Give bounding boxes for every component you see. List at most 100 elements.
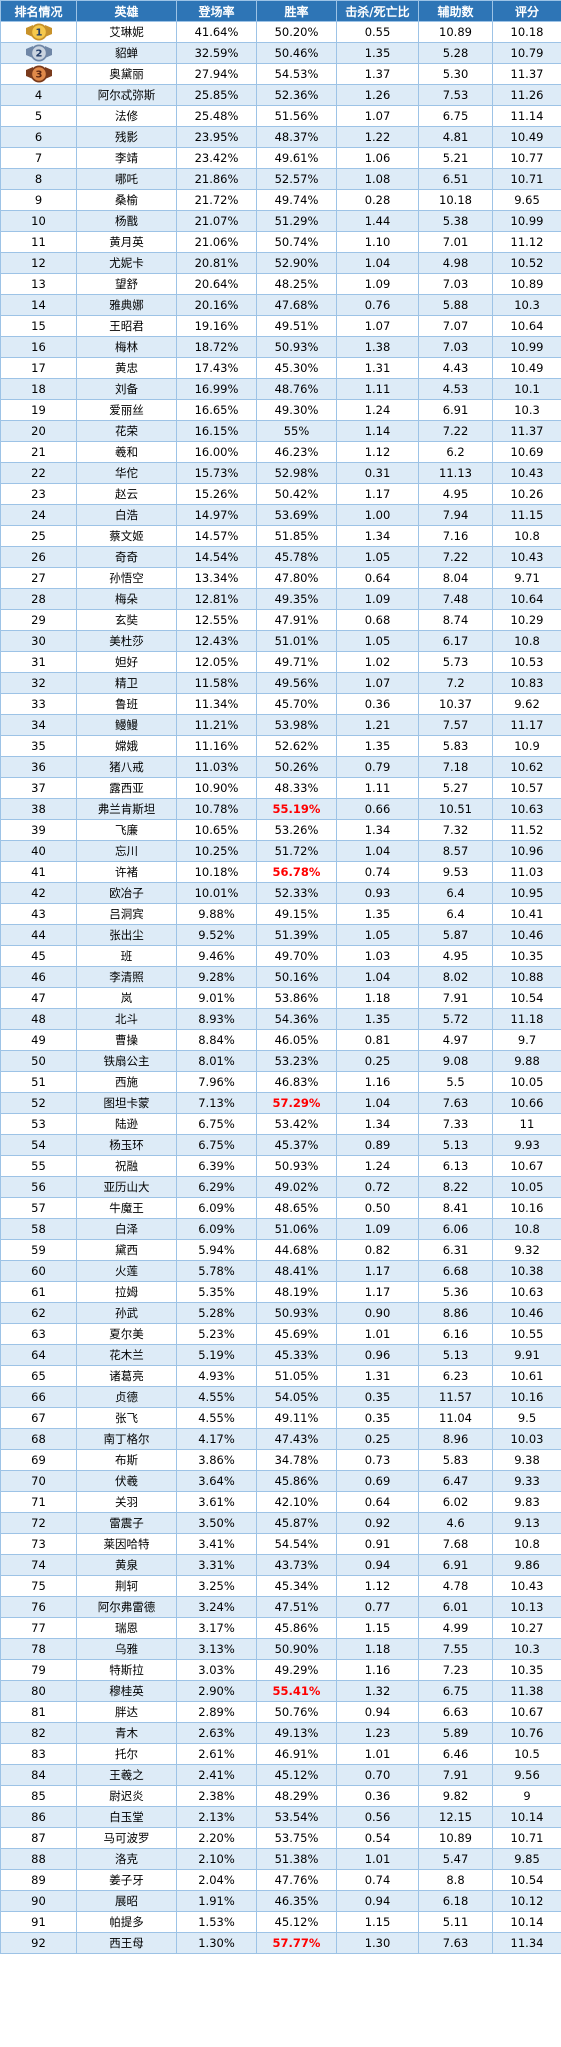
appear-rate-cell: 6.75% <box>176 1134 257 1156</box>
kd-ratio-cell: 1.05 <box>336 630 419 652</box>
rank-cell: 75 <box>0 1575 77 1597</box>
kd-ratio-cell: 0.96 <box>336 1344 419 1366</box>
win-rate-cell: 53.42% <box>256 1113 337 1135</box>
win-rate-cell: 49.13% <box>256 1722 337 1744</box>
kd-ratio-cell: 0.66 <box>336 798 419 820</box>
kd-ratio-cell: 1.35 <box>336 42 419 64</box>
assists-cell: 5.5 <box>418 1071 493 1093</box>
table-row: 32 精卫 11.58% 49.56% 1.07 7.2 10.83 <box>0 672 561 694</box>
assists-cell: 4.98 <box>418 252 493 274</box>
rank-cell: 59 <box>0 1239 77 1261</box>
appear-rate-cell: 19.16% <box>176 315 257 337</box>
hero-name-cell: 乌雅 <box>76 1638 177 1660</box>
hero-name-cell: 艾琳妮 <box>76 21 177 43</box>
table-row: 72 雷震子 3.50% 45.87% 0.92 4.6 9.13 <box>0 1512 561 1534</box>
win-rate-cell: 34.78% <box>256 1449 337 1471</box>
kd-ratio-cell: 1.11 <box>336 378 419 400</box>
score-cell: 10.12 <box>492 1890 561 1912</box>
appear-rate-cell: 1.53% <box>176 1911 257 1933</box>
assists-cell: 6.46 <box>418 1743 493 1765</box>
rank-cell: 81 <box>0 1701 77 1723</box>
kd-ratio-cell: 0.31 <box>336 462 419 484</box>
table-row: 80 穆桂英 2.90% 55.41% 1.32 6.75 11.38 <box>0 1680 561 1702</box>
score-cell: 10.46 <box>492 924 561 946</box>
score-cell: 10.43 <box>492 1575 561 1597</box>
win-rate-cell: 53.26% <box>256 819 337 841</box>
rank-cell: 20 <box>0 420 77 442</box>
table-row: 28 梅朵 12.81% 49.35% 1.09 7.48 10.64 <box>0 588 561 610</box>
header-rank: 排名情况 <box>0 0 77 22</box>
rank-cell: 25 <box>0 525 77 547</box>
assists-cell: 7.18 <box>418 756 493 778</box>
table-row: 91 帕提多 1.53% 45.12% 1.15 5.11 10.14 <box>0 1911 561 1933</box>
rank-cell: 29 <box>0 609 77 631</box>
score-cell: 10.77 <box>492 147 561 169</box>
score-cell: 10.99 <box>492 210 561 232</box>
score-cell: 9.33 <box>492 1470 561 1492</box>
assists-cell: 6.4 <box>418 882 493 904</box>
assists-cell: 7.63 <box>418 1932 493 1954</box>
table-row: 75 荆轲 3.25% 45.34% 1.12 4.78 10.43 <box>0 1575 561 1597</box>
hero-name-cell: 望舒 <box>76 273 177 295</box>
header-assists: 辅助数 <box>418 0 493 22</box>
assists-cell: 7.22 <box>418 420 493 442</box>
table-row: 48 北斗 8.93% 54.36% 1.35 5.72 11.18 <box>0 1008 561 1030</box>
bronze-medal-rank-3-icon: 3 <box>25 65 52 83</box>
assists-cell: 6.01 <box>418 1596 493 1618</box>
kd-ratio-cell: 1.12 <box>336 1575 419 1597</box>
kd-ratio-cell: 1.35 <box>336 903 419 925</box>
table-row: 58 白泽 6.09% 51.06% 1.09 6.06 10.8 <box>0 1218 561 1240</box>
rank-cell: 49 <box>0 1029 77 1051</box>
appear-rate-cell: 6.39% <box>176 1155 257 1177</box>
assists-cell: 5.88 <box>418 294 493 316</box>
rank-cell: 23 <box>0 483 77 505</box>
win-rate-cell: 51.72% <box>256 840 337 862</box>
hero-name-cell: 孙悟空 <box>76 567 177 589</box>
appear-rate-cell: 2.04% <box>176 1869 257 1891</box>
score-cell: 10.55 <box>492 1323 561 1345</box>
win-rate-cell: 46.83% <box>256 1071 337 1093</box>
kd-ratio-cell: 1.16 <box>336 1659 419 1681</box>
rank-cell: 22 <box>0 462 77 484</box>
appear-rate-cell: 9.46% <box>176 945 257 967</box>
kd-ratio-cell: 0.77 <box>336 1596 419 1618</box>
table-row: 10 杨戬 21.07% 51.29% 1.44 5.38 10.99 <box>0 210 561 232</box>
appear-rate-cell: 23.42% <box>176 147 257 169</box>
kd-ratio-cell: 1.00 <box>336 504 419 526</box>
kd-ratio-cell: 0.54 <box>336 1827 419 1849</box>
win-rate-cell: 50.46% <box>256 42 337 64</box>
win-rate-cell: 50.16% <box>256 966 337 988</box>
assists-cell: 8.8 <box>418 1869 493 1891</box>
score-cell: 10.29 <box>492 609 561 631</box>
assists-cell: 5.11 <box>418 1911 493 1933</box>
table-row: 71 关羽 3.61% 42.10% 0.64 6.02 9.83 <box>0 1491 561 1513</box>
rank-cell: 30 <box>0 630 77 652</box>
hero-name-cell: 托尔 <box>76 1743 177 1765</box>
hero-name-cell: 爱丽丝 <box>76 399 177 421</box>
score-cell: 11.12 <box>492 231 561 253</box>
assists-cell: 7.32 <box>418 819 493 841</box>
kd-ratio-cell: 0.70 <box>336 1764 419 1786</box>
hero-name-cell: 关羽 <box>76 1491 177 1513</box>
rank-cell: 72 <box>0 1512 77 1534</box>
appear-rate-cell: 2.61% <box>176 1743 257 1765</box>
assists-cell: 5.13 <box>418 1134 493 1156</box>
kd-ratio-cell: 1.09 <box>336 588 419 610</box>
appear-rate-cell: 16.65% <box>176 399 257 421</box>
score-cell: 9.91 <box>492 1344 561 1366</box>
score-cell: 9.85 <box>492 1848 561 1870</box>
hero-name-cell: 西王母 <box>76 1932 177 1954</box>
hero-name-cell: 忘川 <box>76 840 177 862</box>
win-rate-cell: 49.74% <box>256 189 337 211</box>
win-rate-cell: 48.41% <box>256 1260 337 1282</box>
table-row: 8 哪吒 21.86% 52.57% 1.08 6.51 10.71 <box>0 168 561 190</box>
hero-name-cell: 精卫 <box>76 672 177 694</box>
kd-ratio-cell: 1.03 <box>336 945 419 967</box>
table-row: 16 梅林 18.72% 50.93% 1.38 7.03 10.99 <box>0 336 561 358</box>
rank-cell: 74 <box>0 1554 77 1576</box>
score-cell: 10.62 <box>492 756 561 778</box>
win-rate-cell: 45.86% <box>256 1470 337 1492</box>
win-rate-cell: 52.57% <box>256 168 337 190</box>
appear-rate-cell: 23.95% <box>176 126 257 148</box>
hero-name-cell: 奥黛丽 <box>76 63 177 85</box>
